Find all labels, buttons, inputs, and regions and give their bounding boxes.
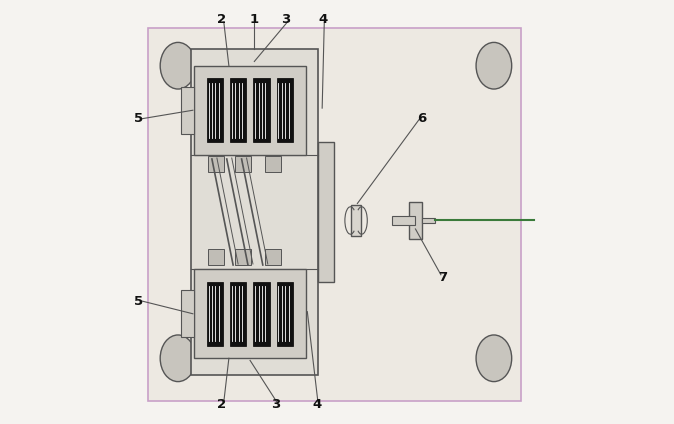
Bar (277, 282, 293, 346)
Bar (208, 156, 224, 172)
Bar (148, 28, 522, 401)
Bar (253, 78, 270, 142)
Bar (235, 156, 251, 172)
Ellipse shape (476, 42, 512, 89)
Text: 4: 4 (319, 13, 328, 25)
Text: 5: 5 (134, 295, 143, 307)
Bar (208, 249, 224, 265)
Ellipse shape (476, 335, 512, 382)
Ellipse shape (160, 42, 196, 89)
Text: 4: 4 (312, 399, 321, 411)
Text: 6: 6 (417, 112, 427, 125)
Bar (422, 218, 435, 223)
Bar (351, 205, 361, 236)
Bar (253, 282, 270, 346)
Text: 2: 2 (217, 399, 226, 411)
Bar (265, 249, 281, 265)
Bar (277, 78, 293, 142)
Bar (392, 216, 415, 225)
Bar (207, 78, 223, 142)
Bar (409, 203, 422, 238)
Bar (194, 269, 307, 358)
Text: 1: 1 (250, 13, 259, 25)
Bar (194, 66, 307, 155)
Bar (230, 78, 246, 142)
Text: 3: 3 (271, 399, 280, 411)
Ellipse shape (160, 335, 196, 382)
Bar (207, 282, 223, 346)
Text: 3: 3 (282, 13, 290, 25)
Text: 2: 2 (217, 13, 226, 25)
Bar (265, 156, 281, 172)
Bar (318, 142, 334, 282)
Bar (191, 49, 318, 375)
Bar (235, 249, 251, 265)
Bar (181, 87, 194, 134)
Text: 5: 5 (134, 112, 143, 125)
Bar (230, 282, 246, 346)
Bar (181, 290, 194, 337)
Text: 7: 7 (439, 271, 448, 284)
